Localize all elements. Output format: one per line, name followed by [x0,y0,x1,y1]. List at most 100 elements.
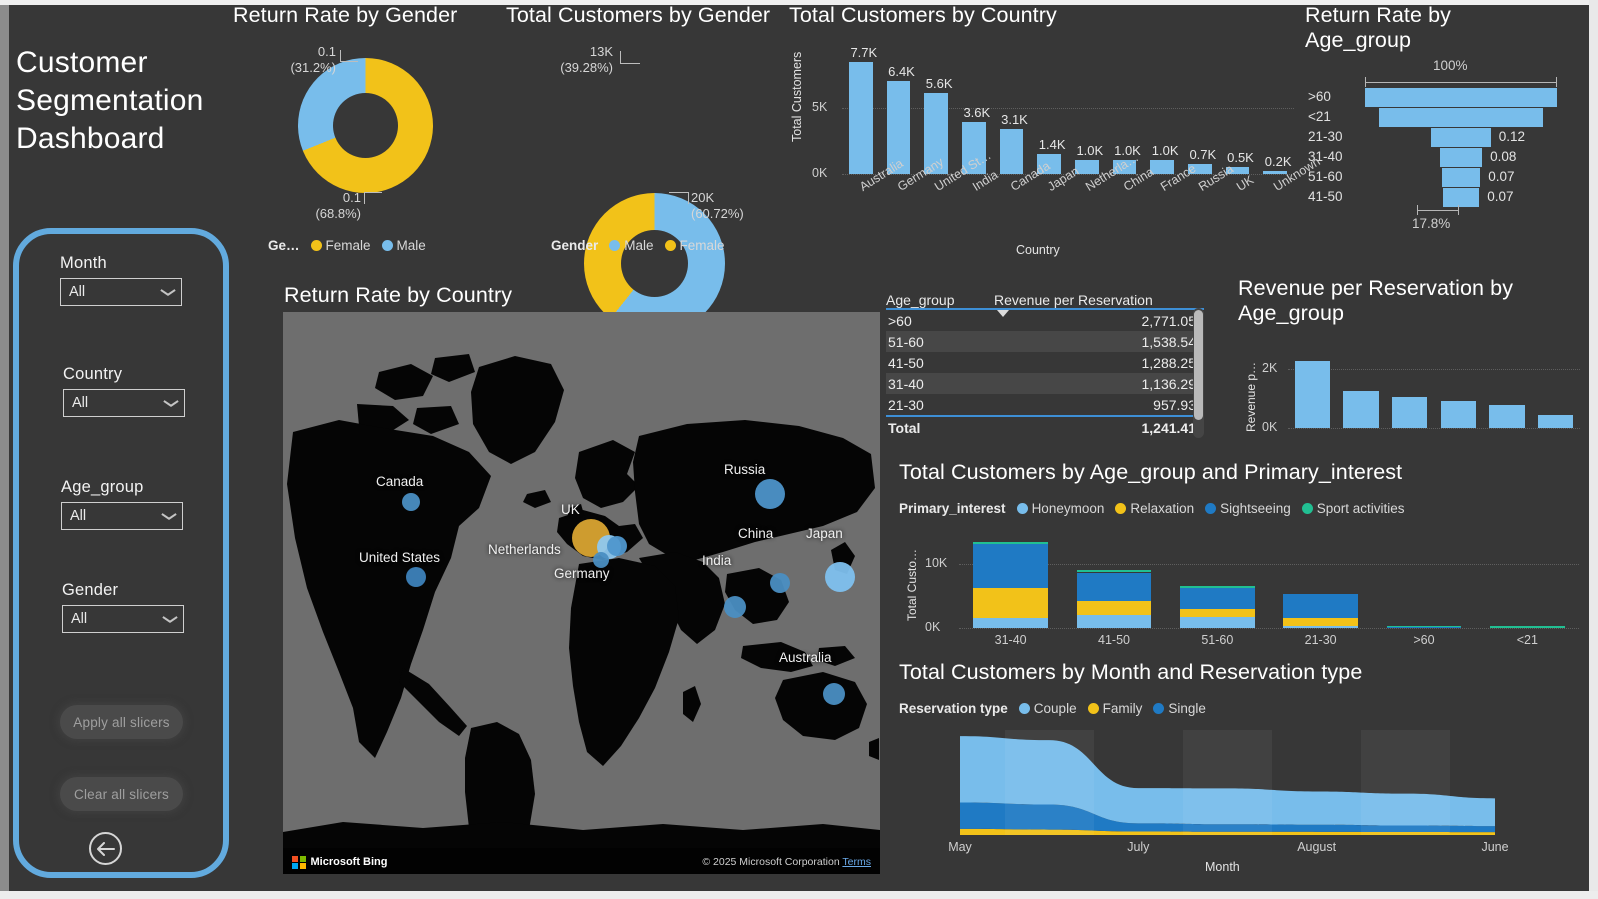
bar[interactable] [886,81,911,174]
stacked-bar-segment[interactable] [1076,615,1152,628]
table-revenue-per-reservation[interactable]: Age_group Revenue per Reservation >60 2,7… [886,278,1204,443]
stacked-bar-segment[interactable] [1180,608,1255,617]
stacked-bar-segment[interactable] [1490,626,1565,628]
slicer-dropdown-country[interactable]: All [63,389,185,417]
bar[interactable] [962,121,986,174]
bar[interactable] [1294,361,1330,428]
bar[interactable] [1075,159,1099,174]
legend-dot-icon [381,240,393,251]
bar[interactable] [1392,396,1428,428]
stacked-bar-segment[interactable] [1180,616,1255,628]
stacked-bar-segment[interactable] [973,544,1048,588]
map-bubble-layer [283,312,880,874]
funnel-bar[interactable] [1439,148,1483,167]
slicer-dropdown-month[interactable]: All [60,278,182,306]
area-chart-customers-by-month-reservation-type[interactable] [960,730,1495,840]
legend-item-couple[interactable]: Couple [1018,701,1077,716]
funnel-bar[interactable] [1365,88,1557,107]
table-row[interactable]: 21-30 957.93 [886,394,1204,415]
y-axis-tick: 10K [925,556,948,570]
stacked-bar[interactable] [973,531,1048,628]
map-bubble[interactable] [755,479,785,509]
stacked-bar[interactable] [1386,531,1462,628]
area-series-family[interactable] [960,828,1495,835]
stacked-bar-segment[interactable] [1386,625,1462,628]
funnel-chart-return-rate-by-age-group[interactable]: 100% >60 <21 21-30 0.12 31-40 0.08 51-60 0.07 41… [1300,58,1590,238]
stacked-bar-segment[interactable] [973,617,1048,628]
legend-item-sport-activities[interactable]: Sport activities [1301,501,1405,516]
table-row[interactable]: 41-50 1,288.25 [886,352,1204,373]
stacked-bar-segment[interactable] [1076,601,1152,616]
stacked-bar[interactable] [1180,531,1255,628]
legend-item-male[interactable]: Male [381,238,426,253]
bar[interactable] [924,92,948,174]
area-series-couple[interactable] [960,736,1495,827]
stacked-bar-segment[interactable] [1283,593,1358,618]
bar[interactable] [999,129,1024,174]
bar[interactable] [1440,400,1476,428]
stacked-bar-segment[interactable] [973,542,1048,545]
legend-item-sightseeing[interactable]: Sightseeing [1205,501,1291,516]
map-bubble[interactable] [770,573,790,593]
funnel-bar[interactable] [1379,108,1543,127]
bar[interactable] [1188,163,1212,174]
bar-chart-revenue-per-reservation-by-age-group[interactable]: Revenue p… 2K 0K [1240,336,1580,441]
map-return-rate-by-country[interactable]: Canada United States UK Netherlands Germany R… [283,312,880,874]
bar[interactable] [1343,390,1379,428]
stacked-bar-segment[interactable] [973,587,1048,618]
map-bubble[interactable] [825,562,855,592]
bar[interactable] [1112,159,1137,174]
table-scrollbar-thumb[interactable] [1194,310,1203,420]
clear-all-slicers-button[interactable]: Clear all slicers [60,777,183,811]
stacked-bar[interactable] [1283,531,1358,628]
stacked-bar-segment[interactable] [1180,587,1255,609]
bar-chart-total-customers-by-country[interactable]: Total Customers 5K 0K 7.7K 6.4K 5.6K 3.6K 3.… [790,38,1323,268]
slicer-dropdown-age-group[interactable]: All [61,502,183,530]
stacked-bar-segment[interactable] [1283,617,1358,626]
funnel-bar[interactable] [1431,128,1491,147]
apply-all-slicers-button[interactable]: Apply all slicers [60,705,183,739]
legend-item-female[interactable]: Female [664,238,725,253]
map-bubble[interactable] [406,567,426,587]
back-arrow-icon[interactable] [89,832,122,865]
table-row[interactable]: 51-60 1,538.54 [886,331,1204,352]
map-bubble[interactable] [823,683,845,705]
donut-total-customers-by-gender[interactable] [584,193,725,334]
legend-item-male[interactable]: Male [609,238,654,253]
table-column-header-age-group[interactable]: Age_group [886,292,955,308]
table-row[interactable]: >60 2,771.05 [886,310,1204,331]
bar[interactable] [849,62,873,174]
stacked-bar-segment[interactable] [1076,572,1152,602]
stacked-bar-segment[interactable] [1180,586,1255,588]
legend-item-female[interactable]: Female [310,238,371,253]
bar[interactable] [1538,415,1574,428]
stacked-bar[interactable] [1076,531,1152,628]
legend-item-relaxation[interactable]: Relaxation [1115,501,1194,516]
bar[interactable] [1489,404,1525,428]
table-column-header-revenue[interactable]: Revenue per Reservation [994,292,1204,317]
legend-item-family[interactable]: Family [1087,701,1142,716]
map-bubble[interactable] [402,493,420,511]
donut-return-rate-by-gender[interactable] [298,58,433,193]
stacked-bar-segment[interactable] [1076,570,1152,573]
map-bubble[interactable] [593,552,609,568]
stacked-bar-chart-age-group-primary-interest[interactable]: Total Custo… 10K 0K 31-40 41-50 51-60 21-30… [899,525,1579,650]
bar[interactable] [1150,159,1174,174]
table-row[interactable]: 31-40 1,136.29 [886,373,1204,394]
table-scrollbar-track[interactable] [1193,308,1204,438]
funnel-bar[interactable] [1442,188,1480,207]
slicer-dropdown-gender[interactable]: All [62,605,184,633]
map-terms-link[interactable]: Terms [842,856,871,868]
page-edge-left [0,0,9,899]
legend-item-honeymoon[interactable]: Honeymoon [1016,501,1104,516]
funnel-bar[interactable] [1441,168,1481,187]
area-series-single[interactable] [960,802,1495,833]
legend-item-single[interactable]: Single [1153,701,1206,716]
stacked-bar[interactable] [1490,531,1565,628]
map-bubble[interactable] [607,536,627,556]
bar[interactable] [1263,171,1287,174]
stacked-bar-segment[interactable] [1283,625,1358,628]
bar[interactable] [1225,166,1250,174]
map-bubble[interactable] [724,596,746,618]
bar[interactable] [1037,153,1061,174]
